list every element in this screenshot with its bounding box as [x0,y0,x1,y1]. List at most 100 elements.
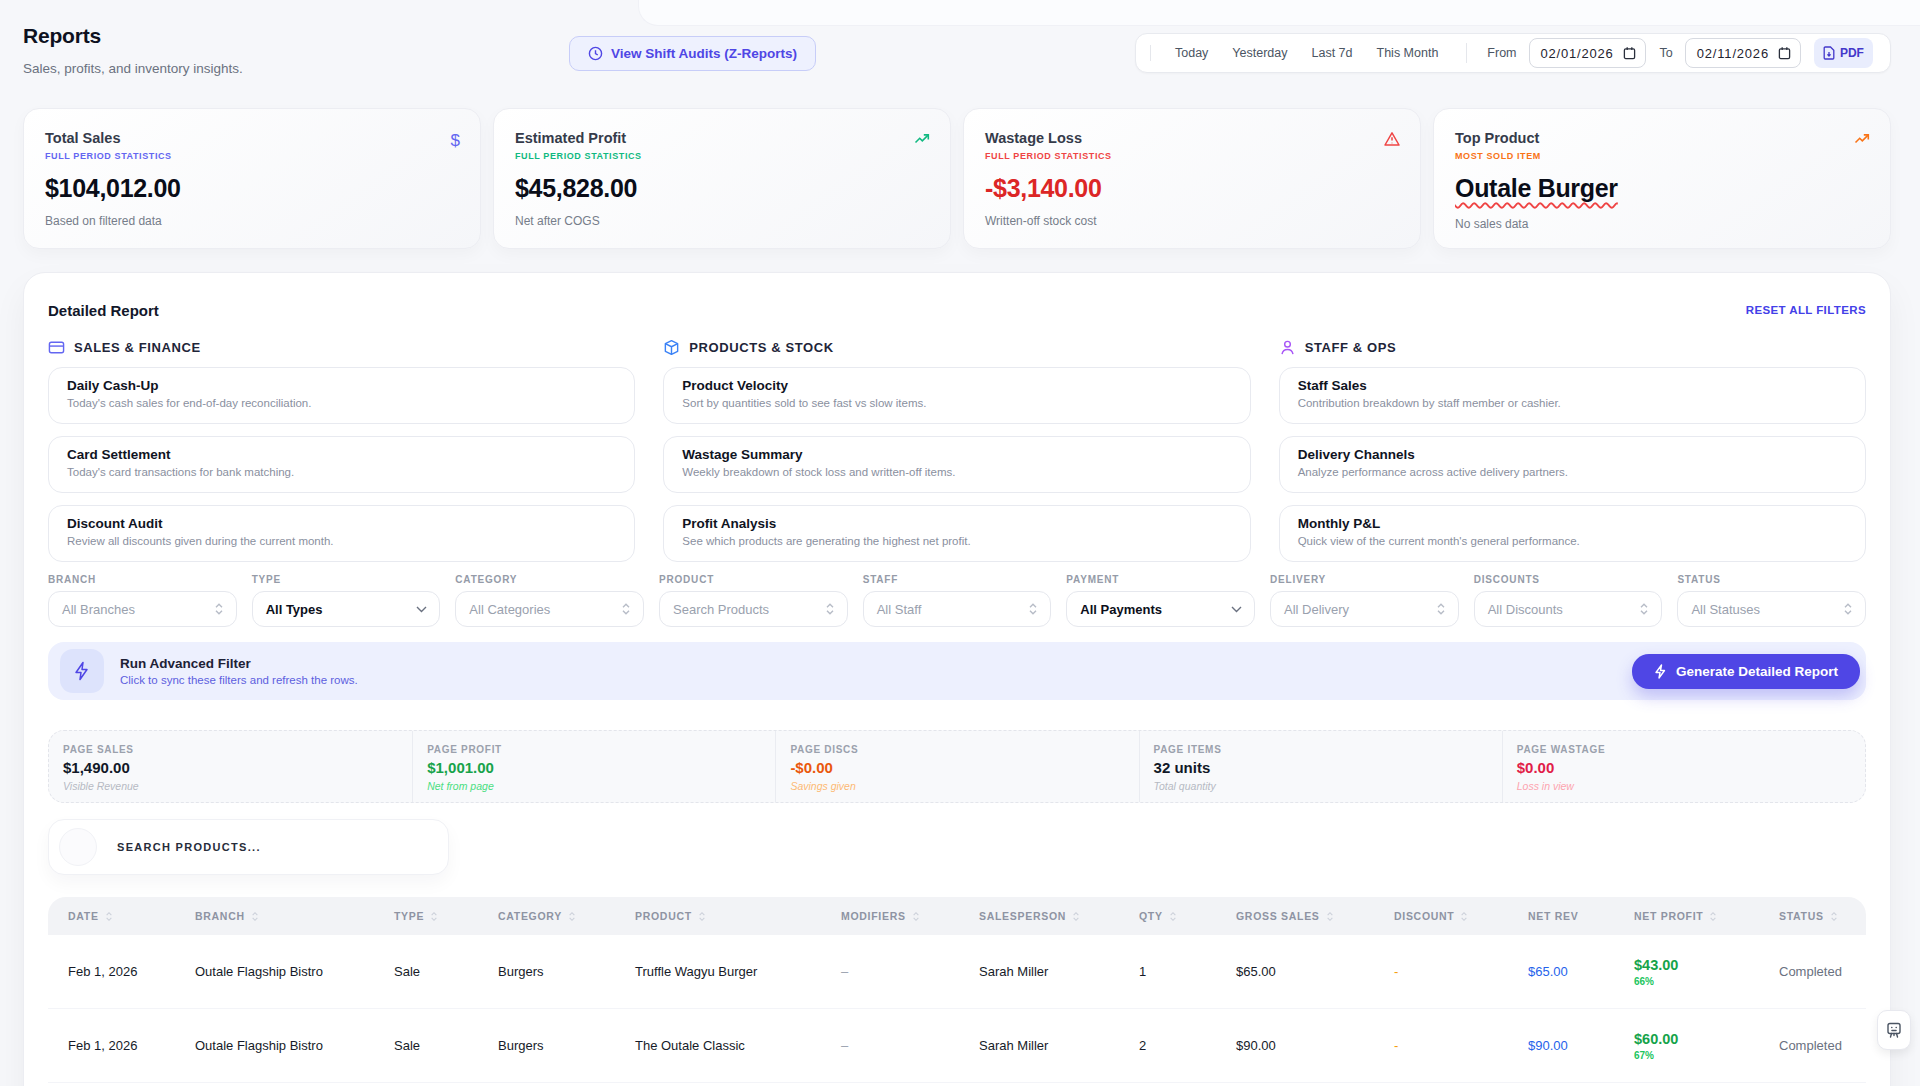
report-tile-staff-sales[interactable]: Staff Sales Contribution breakdown by st… [1279,367,1866,424]
report-tile-daily-cash-up[interactable]: Daily Cash-Up Today's cash sales for end… [48,367,635,424]
column-header-salesperson[interactable]: SALESPERSON [979,910,1139,922]
category-select[interactable]: All Categories [455,591,644,627]
status-select[interactable]: All Statuses [1677,591,1866,627]
filter-row: BRANCH All Branches TYPE All Types CATEG… [48,574,1866,627]
page-stats-bar: PAGE SALES $1,490.00 Visible Revenue PAG… [48,730,1866,803]
report-tile-monthly-pl[interactable]: Monthly P&L Quick view of the current mo… [1279,505,1866,562]
cell-gross-sales: $90.00 [1236,1038,1394,1053]
delivery-select[interactable]: All Delivery [1270,591,1459,627]
report-tile-product-velocity[interactable]: Product Velocity Sort by quantities sold… [663,367,1250,424]
alert-triangle-icon [1384,131,1400,147]
detailed-report-title: Detailed Report [48,302,159,319]
cell-branch: Outale Flagship Bistro [195,1038,394,1053]
advanced-filter-banner[interactable]: Run Advanced Filter Click to sync these … [48,642,1866,700]
cell-modifiers: – [841,964,979,979]
range-last7d-button[interactable]: Last 7d [1312,46,1353,60]
type-select[interactable]: All Types [252,591,441,627]
filter-branch: BRANCH All Branches [48,574,237,627]
to-date-input[interactable]: 02/11/2026 [1685,38,1801,68]
column-header-gross-sales[interactable]: GROSS SALES [1236,910,1394,922]
column-header-branch[interactable]: BRANCH [195,910,394,922]
cell-net-rev: $65.00 [1528,964,1634,979]
cell-branch: Outale Flagship Bistro [195,964,394,979]
detailed-report-panel: Detailed Report RESET ALL FILTERS SALES … [23,272,1891,1086]
stat-card-total-sales: Total Sales FULL PERIOD STATISTICS $104,… [23,108,481,249]
trending-up-icon [914,131,930,147]
credit-card-icon [48,339,65,356]
filter-staff: STAFF All Staff [863,574,1052,627]
from-date-input[interactable]: 02/01/2026 [1529,38,1646,68]
chevron-up-down-icon [1843,602,1853,616]
from-label: From [1487,46,1516,60]
search-icon [59,828,97,866]
column-header-qty[interactable]: QTY [1139,910,1236,922]
discounts-select[interactable]: All Discounts [1474,591,1663,627]
export-pdf-button[interactable]: PDF [1814,38,1873,68]
report-tile-discount-audit[interactable]: Discount Audit Review all discounts give… [48,505,635,562]
column-header-product[interactable]: PRODUCT [635,910,841,922]
page-subtitle: Sales, profits, and inventory insights. [23,61,243,76]
cell-status: Completed [1779,1038,1866,1053]
stat-card-wastage-loss: Wastage Loss FULL PERIOD STATISTICS -$3,… [963,108,1421,249]
payment-select[interactable]: All Payments [1066,591,1255,627]
stat-card-top-product: Top Product MOST SOLD ITEM Outale Burger… [1433,108,1891,249]
cell-net-rev: $90.00 [1528,1038,1634,1053]
view-shift-audits-button[interactable]: View Shift Audits (Z-Reports) [569,36,816,71]
assistant-robot-button[interactable] [1877,1010,1911,1050]
filter-status: STATUS All Statuses [1677,574,1866,627]
search-products-input[interactable]: SEARCH PRODUCTS... [48,819,449,875]
range-today-button[interactable]: Today [1175,46,1208,60]
product-select[interactable]: Search Products [659,591,848,627]
column-header-discount[interactable]: DISCOUNT [1394,910,1528,922]
group-sales-finance: SALES & FINANCE Daily Cash-Up Today's ca… [48,339,635,562]
package-icon [663,339,680,356]
reset-all-filters-link[interactable]: RESET ALL FILTERS [1746,304,1866,316]
cell-category: Burgers [498,964,635,979]
group-products-stock: PRODUCTS & STOCK Product Velocity Sort b… [663,339,1250,562]
report-tile-profit-analysis[interactable]: Profit Analysis See which products are g… [663,505,1250,562]
cell-date: Feb 1, 2026 [68,1038,195,1053]
column-header-status[interactable]: STATUS [1779,910,1866,922]
cell-salesperson: Sarah Miller [979,1038,1139,1053]
chevron-up-down-icon [825,602,835,616]
cell-discount: - [1394,1038,1528,1053]
report-tile-card-settlement[interactable]: Card Settlement Today's card transaction… [48,436,635,493]
cell-modifiers: – [841,1038,979,1053]
cell-status: Completed [1779,964,1866,979]
cell-type: Sale [394,964,498,979]
to-label: To [1660,46,1673,60]
range-yesterday-button[interactable]: Yesterday [1232,46,1287,60]
report-tile-delivery-channels[interactable]: Delivery Channels Analyze performance ac… [1279,436,1866,493]
reports-page: Reports Sales, profits, and inventory in… [0,0,1920,1086]
column-header-modifiers[interactable]: MODIFIERS [841,910,979,922]
chevron-down-icon [1231,606,1242,613]
report-groups: SALES & FINANCE Daily Cash-Up Today's ca… [48,339,1866,562]
staff-select[interactable]: All Staff [863,591,1052,627]
column-header-date[interactable]: DATE [68,910,195,922]
chevron-up-down-icon [1028,602,1038,616]
column-header-net-rev[interactable]: NET REV [1528,910,1634,922]
calendar-icon [1778,46,1791,60]
filter-delivery: DELIVERY All Delivery [1270,574,1459,627]
column-header-net-profit[interactable]: NET PROFIT [1634,910,1779,922]
filter-payment: PAYMENT All Payments [1066,574,1255,627]
branch-select[interactable]: All Branches [48,591,237,627]
range-this-month-button[interactable]: This Month [1377,46,1439,60]
cell-product: The Outale Classic [635,1038,841,1053]
column-header-category[interactable]: CATEGORY [498,910,635,922]
stat-cards: Total Sales FULL PERIOD STATISTICS $104,… [23,108,1891,249]
cell-category: Burgers [498,1038,635,1053]
cell-type: Sale [394,1038,498,1053]
report-tile-wastage-summary[interactable]: Wastage Summary Weekly breakdown of stoc… [663,436,1250,493]
cell-gross-sales: $65.00 [1236,964,1394,979]
filter-discounts: DISCOUNTS All Discounts [1474,574,1663,627]
column-header-type[interactable]: TYPE [394,910,498,922]
file-download-icon [1823,46,1835,60]
generate-detailed-report-button[interactable]: Generate Detailed Report [1632,654,1860,689]
cell-date: Feb 1, 2026 [68,964,195,979]
page-title: Reports [23,24,101,48]
filter-category: CATEGORY All Categories [455,574,644,627]
table-header: DATE BRANCH TYPE CATEGORY PRODUCT MODIFI… [48,897,1866,935]
filter-type: TYPE All Types [252,574,441,627]
cell-net-profit: $43.00 66% [1634,957,1779,987]
